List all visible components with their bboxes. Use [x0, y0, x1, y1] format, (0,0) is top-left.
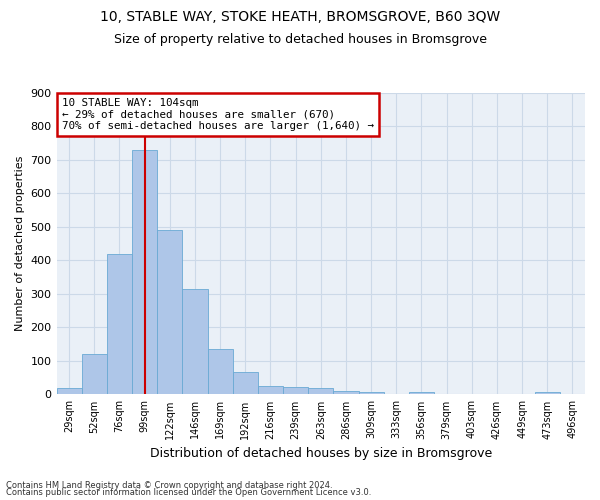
- Text: Size of property relative to detached houses in Bromsgrove: Size of property relative to detached ho…: [113, 32, 487, 46]
- Bar: [334, 391, 359, 394]
- Bar: [208, 349, 233, 395]
- Bar: [359, 392, 383, 394]
- Text: Contains public sector information licensed under the Open Government Licence v3: Contains public sector information licen…: [6, 488, 371, 497]
- Bar: [107, 254, 132, 394]
- Bar: [308, 388, 334, 394]
- Bar: [82, 354, 107, 395]
- Bar: [182, 289, 208, 395]
- Bar: [56, 388, 82, 394]
- Bar: [535, 392, 560, 394]
- Bar: [132, 150, 157, 394]
- Bar: [409, 392, 434, 394]
- Bar: [233, 372, 258, 394]
- Text: 10 STABLE WAY: 104sqm
← 29% of detached houses are smaller (670)
70% of semi-det: 10 STABLE WAY: 104sqm ← 29% of detached …: [62, 98, 374, 130]
- X-axis label: Distribution of detached houses by size in Bromsgrove: Distribution of detached houses by size …: [149, 447, 492, 460]
- Text: 10, STABLE WAY, STOKE HEATH, BROMSGROVE, B60 3QW: 10, STABLE WAY, STOKE HEATH, BROMSGROVE,…: [100, 10, 500, 24]
- Y-axis label: Number of detached properties: Number of detached properties: [15, 156, 25, 332]
- Bar: [157, 230, 182, 394]
- Bar: [283, 387, 308, 394]
- Bar: [258, 386, 283, 394]
- Text: Contains HM Land Registry data © Crown copyright and database right 2024.: Contains HM Land Registry data © Crown c…: [6, 480, 332, 490]
